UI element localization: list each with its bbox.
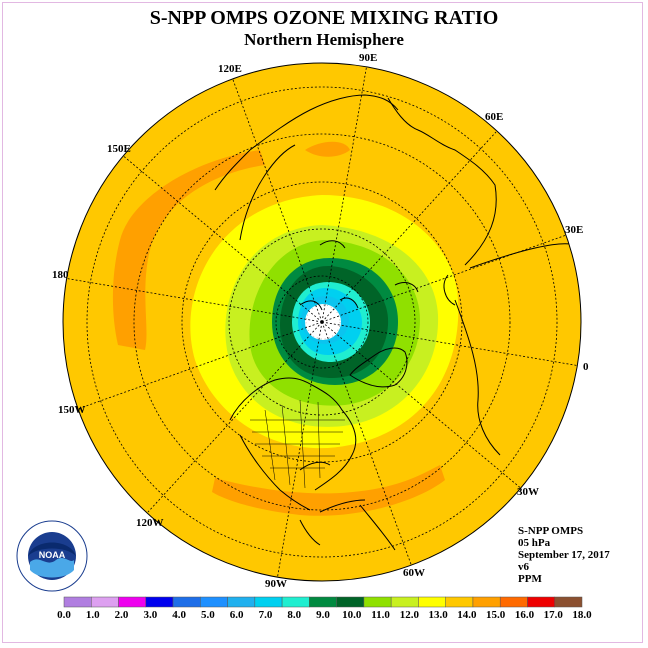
lon-label-30e: 30E xyxy=(565,224,583,236)
colorbar-tick-label: 16.0 xyxy=(515,609,535,621)
lon-label-0: 0 xyxy=(583,361,589,373)
info-version: v6 xyxy=(518,561,529,573)
colorbar-swatch xyxy=(254,596,283,608)
colorbar-tick-label: 13.0 xyxy=(428,609,448,621)
colorbar-swatch xyxy=(145,596,174,608)
colorbar-tick-label: 2.0 xyxy=(115,609,129,621)
lon-label-60w: 60W xyxy=(403,567,425,579)
lon-label-150w: 150W xyxy=(58,404,86,416)
colorbar-tick-label: 6.0 xyxy=(230,609,244,621)
lon-label-180: 180 xyxy=(52,269,69,281)
colorbar-swatch xyxy=(63,596,92,608)
colorbar-tick-label: 3.0 xyxy=(143,609,157,621)
colorbar-tick-label: 8.0 xyxy=(287,609,301,621)
info-block: S-NPP OMPS 05 hPa September 17, 2017 v6 … xyxy=(518,525,610,585)
colorbar-tick-label: 0.0 xyxy=(57,609,71,621)
colorbar: 0.0 1.0 2.0 3.0 4.0 5.0 6.0 7.0 8.0 9.0 10.0 11.0 12… xyxy=(57,596,592,621)
us-state-lines xyxy=(250,399,345,489)
longitude-labels: 90E 60E 30E 0 30W 60W 90W 120W 150W 180 … xyxy=(52,52,589,590)
colorbar-swatch xyxy=(172,596,201,608)
colorbar-tick-label: 7.0 xyxy=(259,609,273,621)
colorbar-swatch xyxy=(200,596,228,608)
lon-label-30w: 30W xyxy=(517,486,539,498)
orange-streak-south xyxy=(212,465,445,516)
info-units: PPM xyxy=(518,573,542,585)
colorbar-swatch xyxy=(499,596,528,608)
colorbar-swatch xyxy=(472,596,501,608)
coastlines xyxy=(214,94,576,551)
colorbar-tick-label: 9.0 xyxy=(316,609,330,621)
noaa-logo-text: NOAA xyxy=(39,550,66,560)
colorbar-tick-label: 5.0 xyxy=(201,609,215,621)
colorbar-swatch xyxy=(336,596,365,608)
colorbar-swatch xyxy=(390,596,419,608)
lon-label-120w: 120W xyxy=(136,517,164,529)
colorbar-swatch xyxy=(554,596,583,608)
noaa-logo-icon: NOAA xyxy=(16,520,88,592)
colorbar-swatch xyxy=(363,596,392,608)
colorbar-swatch xyxy=(118,596,147,608)
lon-label-150e: 150E xyxy=(107,143,131,155)
colorbar-tick-label: 15.0 xyxy=(486,609,506,621)
map-subtitle: Northern Hemisphere xyxy=(244,30,404,49)
info-date: September 17, 2017 xyxy=(518,549,610,561)
latitude-circles xyxy=(86,86,558,558)
colorbar-swatch xyxy=(445,596,474,608)
colorbar-swatch xyxy=(281,596,310,608)
colorbar-swatch xyxy=(309,596,337,608)
colorbar-tick-label: 17.0 xyxy=(544,609,564,621)
lon-label-60e: 60E xyxy=(485,111,503,123)
colorbar-tick-label: 11.0 xyxy=(371,609,390,621)
lon-label-90e: 90E xyxy=(359,52,377,64)
colorbar-swatch xyxy=(418,596,446,608)
lon-label-120e: 120E xyxy=(218,63,242,75)
colorbar-tick-label: 14.0 xyxy=(457,609,477,621)
noaa-logo: NOAA xyxy=(16,520,88,592)
lon-label-90w: 90W xyxy=(265,578,287,590)
map-outline xyxy=(62,62,582,582)
info-pressure: 05 hPa xyxy=(518,537,551,549)
colorbar-swatch xyxy=(527,596,555,608)
colorbar-tick-label: 1.0 xyxy=(86,609,100,621)
colorbar-swatch xyxy=(91,596,119,608)
meridians xyxy=(63,63,581,581)
colorbar-tick-label: 10.0 xyxy=(342,609,362,621)
info-instrument: S-NPP OMPS xyxy=(518,525,584,537)
colorbar-tick-label: 18.0 xyxy=(572,609,592,621)
colorbar-swatch xyxy=(227,596,256,608)
ozone-field xyxy=(63,63,581,581)
figure-frame xyxy=(2,2,643,643)
map-title: S-NPP OMPS OZONE MIXING RATIO xyxy=(149,7,499,29)
polar-gap-dots xyxy=(305,304,341,340)
colorbar-tick-label: 12.0 xyxy=(400,609,420,621)
orange-streak-west xyxy=(112,150,266,350)
orange-streak-north xyxy=(305,141,350,157)
colorbar-tick-label: 4.0 xyxy=(172,609,186,621)
